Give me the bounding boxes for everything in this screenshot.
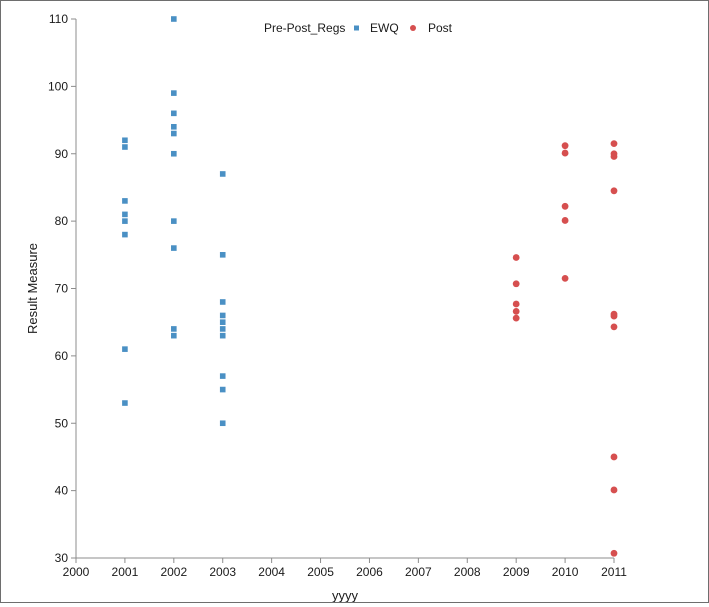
y-tick-label: 80 [55,214,69,228]
axes [75,19,614,559]
y-ticks: 30 40 50 60 70 80 90 100 110 [48,12,76,565]
legend-label-ewq: EWQ [370,21,399,35]
y-axis-title: Result Measure [25,243,40,334]
data-point-post [561,274,569,282]
legend-title: Pre-Post_Regs [264,21,345,35]
data-point-post [610,140,618,148]
data-point-ewq [219,312,226,319]
data-point-ewq [171,332,177,339]
x-tick-label: 2006 [356,565,383,579]
data-point-post [561,217,569,224]
data-points [122,16,618,557]
data-point-post [610,187,618,195]
data-point-post [610,312,618,320]
x-tick-label: 2004 [258,565,285,579]
data-point-post [610,486,618,494]
y-tick-label: 60 [55,349,69,363]
y-tick-label: 30 [55,551,69,565]
data-point-ewq [219,171,226,177]
data-point-ewq [171,90,177,96]
data-point-ewq [122,144,128,150]
data-point-post [610,153,618,160]
x-tick-label: 2009 [503,565,530,579]
data-point-ewq [171,150,177,157]
data-point-ewq [122,218,128,224]
y-tick-label: 50 [55,416,69,430]
data-point-ewq [219,252,226,258]
data-point-ewq [219,332,226,339]
data-point-ewq [171,130,177,137]
data-point-post [512,300,520,308]
legend-label-post: Post [428,21,453,35]
data-point-ewq [122,211,128,218]
data-point-ewq [219,326,226,332]
x-tick-label: 2003 [209,565,236,579]
data-point-post [610,323,618,331]
data-point-ewq [122,137,128,144]
data-point-post [561,142,569,150]
legend: Pre-Post_Regs EWQ Post [264,21,453,35]
data-point-ewq [171,16,177,22]
data-point-ewq [219,373,226,379]
data-point-ewq [171,245,177,251]
y-tick-label: 100 [48,79,68,93]
x-tick-label: 2007 [405,565,432,579]
data-point-post [561,149,569,157]
y-tick-label: 110 [49,12,68,26]
y-tick-label: 90 [55,147,69,161]
data-point-ewq [122,346,128,352]
x-ticks: 2000 2001 2002 2003 2004 2005 2006 2007 2008 2009… [63,558,627,579]
x-tick-label: 2008 [454,565,481,579]
x-tick-label: 2001 [112,565,139,579]
data-point-post [512,308,520,315]
data-point-ewq [122,198,128,204]
data-point-post [512,254,520,261]
x-axis-title: yyyy [332,588,359,602]
data-point-ewq [171,218,177,224]
data-point-ewq [219,299,226,305]
x-tick-label: 2010 [552,565,579,579]
data-point-post [561,202,569,210]
data-point-ewq [171,124,177,130]
data-point-ewq [122,231,128,238]
data-point-ewq [171,326,177,332]
legend-marker-post [410,25,416,31]
data-point-post [610,453,618,461]
data-point-post [512,314,520,322]
data-point-post [512,280,520,288]
x-tick-label: 2002 [160,565,187,579]
y-tick-label: 70 [55,282,69,296]
data-point-ewq [219,319,226,325]
data-point-ewq [219,420,226,427]
data-point-ewq [171,110,177,117]
data-point-post [610,549,618,557]
legend-marker-ewq [354,25,359,31]
x-tick-label: 2011 [601,565,627,579]
x-tick-label: 2000 [63,565,90,579]
data-point-ewq [122,400,128,406]
y-tick-label: 40 [55,484,69,498]
data-point-ewq [219,386,226,393]
x-tick-label: 2005 [307,565,334,579]
